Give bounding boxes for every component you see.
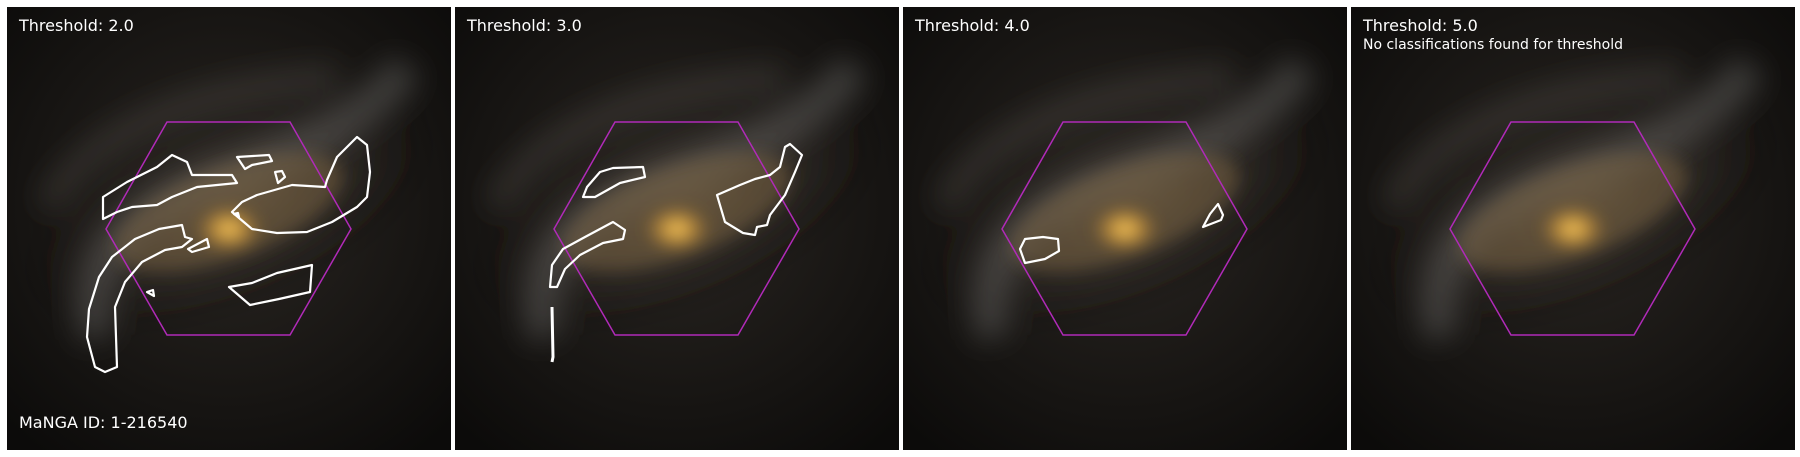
panel-threshold-3: Threshold: 3.0 xyxy=(455,7,899,450)
galaxy-image xyxy=(903,7,1347,450)
contour-lines xyxy=(548,142,804,363)
threshold-title: Threshold: 3.0 xyxy=(467,16,582,35)
ifu-hexagon xyxy=(105,121,352,336)
threshold-title: Threshold: 4.0 xyxy=(915,16,1030,35)
manga-id-label: MaNGA ID: 1-216540 xyxy=(19,413,188,432)
no-classifications-note: No classifications found for threshold xyxy=(1363,37,1623,53)
panel-threshold-5: Threshold: 5.0 No classifications found … xyxy=(1351,7,1795,450)
ifu-hexagon xyxy=(1001,121,1248,336)
ifu-hexagon xyxy=(1449,121,1696,336)
contour-lines xyxy=(1018,202,1225,265)
galaxy-image xyxy=(455,7,899,450)
threshold-title: Threshold: 5.0 xyxy=(1363,16,1478,35)
contour-lines xyxy=(85,135,372,374)
panel-threshold-2: Threshold: 2.0 MaNGA ID: 1-216540 xyxy=(7,7,451,450)
threshold-title: Threshold: 2.0 xyxy=(19,16,134,35)
galaxy-image xyxy=(7,7,451,450)
panel-threshold-4: Threshold: 4.0 xyxy=(903,7,1347,450)
galaxy-image xyxy=(1351,7,1795,450)
ifu-hexagon xyxy=(553,121,800,336)
